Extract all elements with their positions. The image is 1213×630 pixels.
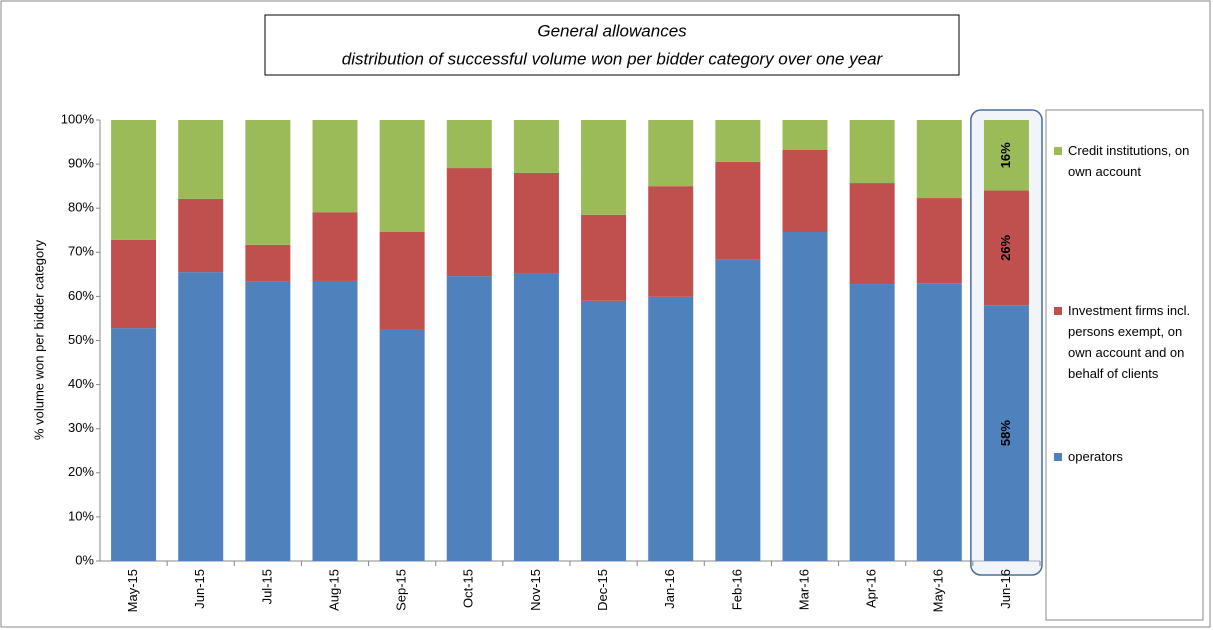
data-label: 58% (998, 420, 1013, 446)
bar-segment (916, 198, 962, 284)
legend-swatch (1054, 147, 1062, 155)
bar-segment (983, 190, 1029, 306)
bar-segment (782, 120, 828, 150)
x-tick-label: Jun-16 (998, 569, 1013, 609)
bar-segment (581, 214, 627, 301)
data-label: 26% (998, 234, 1013, 260)
bar-segment (379, 120, 425, 233)
x-tick-label: Mar-16 (796, 569, 811, 610)
bar-segment (245, 281, 291, 561)
bar-segment (312, 212, 358, 281)
bar-segment (513, 273, 559, 561)
x-tick-label: Jun-15 (192, 569, 207, 609)
x-tick-label: Feb-16 (729, 569, 744, 610)
x-tick-label: Aug-15 (326, 569, 341, 611)
data-label: 16% (998, 142, 1013, 168)
y-tick-label: 70% (68, 244, 94, 259)
title-box (264, 14, 960, 76)
bar-segment (178, 198, 224, 273)
y-tick-label: 50% (68, 332, 94, 347)
y-tick-label: 30% (68, 420, 94, 435)
y-tick-label: 10% (68, 508, 94, 523)
bar-segment (581, 300, 627, 561)
y-tick-label: 90% (68, 156, 94, 171)
bar-segment (446, 120, 492, 169)
bar-segment (715, 161, 761, 260)
chart-title: General allowances (537, 21, 687, 40)
bar-segment (782, 232, 828, 561)
bar-segment (379, 232, 425, 330)
bar-segment (245, 120, 291, 245)
y-axis-label: % volume won per bidder category (31, 239, 46, 440)
x-tick-label: Nov-15 (528, 569, 543, 611)
bar-segment (849, 120, 895, 184)
y-tick-label: 40% (68, 376, 94, 391)
bar-segment (178, 272, 224, 561)
legend-box (1045, 109, 1204, 621)
bar-segment (513, 120, 559, 173)
y-tick-label: 100% (61, 111, 95, 126)
bar-segment (446, 276, 492, 561)
x-tick-label: Oct-15 (461, 569, 476, 608)
legend-label: operators (1068, 449, 1123, 464)
bar-segment (446, 168, 492, 277)
x-tick-label: Sep-15 (394, 569, 409, 611)
bar-segment (312, 120, 358, 213)
x-tick-label: May-16 (931, 569, 946, 612)
bar-segment (111, 120, 157, 240)
legend-label: Credit institutions, on own account (1068, 143, 1190, 179)
y-tick-label: 20% (68, 464, 94, 479)
y-tick-label: 80% (68, 200, 94, 215)
y-tick-label: 60% (68, 288, 94, 303)
bar-segment (849, 183, 895, 285)
x-tick-label: May-15 (125, 569, 140, 612)
bar-segment (379, 329, 425, 561)
bar-segment (849, 284, 895, 561)
chart-subtitle: distribution of successful volume won pe… (342, 49, 884, 68)
y-tick-label: 0% (75, 552, 94, 567)
bar-segment (782, 149, 828, 233)
bar-segment (983, 120, 1029, 191)
bar-segment (648, 296, 694, 561)
bar-segment (111, 328, 157, 561)
bar-segment (916, 120, 962, 199)
x-tick-label: Apr-16 (864, 569, 879, 608)
bar-segment (916, 283, 962, 561)
x-tick-label: Jan-16 (662, 569, 677, 609)
bar-segment (111, 239, 157, 329)
bar-segment (513, 172, 559, 274)
legend-swatch (1054, 307, 1062, 315)
x-tick-label: Jul-15 (259, 569, 274, 604)
bar-segment (715, 120, 761, 162)
bar-segment (648, 186, 694, 297)
legend-label: Investment firms incl. persons exempt, o… (1068, 303, 1191, 381)
bar-segment (312, 280, 358, 561)
bar-segment (715, 259, 761, 561)
bar-segment (245, 244, 291, 282)
legend-swatch (1054, 453, 1062, 461)
bar-segment (648, 120, 694, 187)
x-tick-label: Dec-15 (595, 569, 610, 611)
bar-segment (581, 120, 627, 215)
bar-segment (983, 305, 1029, 561)
bar-segment (178, 120, 224, 199)
